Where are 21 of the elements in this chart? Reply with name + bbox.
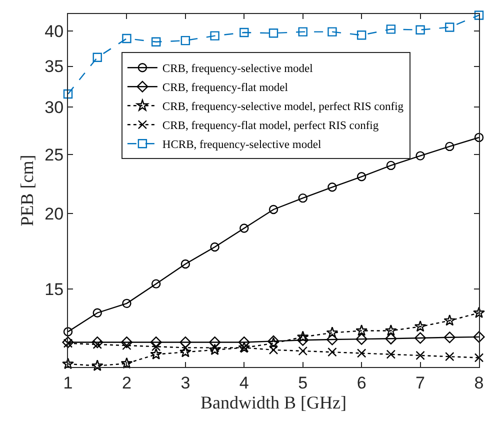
y-tick-label: 35: [44, 57, 64, 76]
legend-label: CRB, frequency-flat model: [162, 82, 288, 94]
x-tick-label: 7: [416, 373, 426, 392]
x-tick-label: 6: [356, 373, 366, 392]
y-tick-label: 30: [44, 98, 64, 117]
y-tick-label: 25: [44, 146, 64, 165]
x-tick-label: 4: [239, 373, 249, 392]
legend-label: CRB, frequency-flat model, perfect RIS config: [162, 120, 379, 132]
x-tick-label: 2: [122, 373, 132, 392]
x-tick-label: 5: [298, 373, 308, 392]
y-tick-label: 20: [44, 204, 64, 224]
legend-label: CRB, frequency-selective model: [162, 63, 313, 76]
legend-label: HCRB, frequency-selective model: [162, 139, 322, 152]
y-axis-title: PEB [cm]: [16, 154, 37, 226]
x-axis-title: Bandwidth B [GHz]: [200, 392, 346, 412]
x-tick-label: 1: [63, 373, 73, 392]
y-tick-label: 40: [44, 22, 64, 42]
x-tick-label: 3: [180, 373, 190, 392]
x-tick-label: 8: [474, 373, 484, 392]
legend-label: CRB, frequency-selective model, perfect RIS config: [162, 101, 404, 114]
y-tick-label: 15: [44, 280, 64, 299]
